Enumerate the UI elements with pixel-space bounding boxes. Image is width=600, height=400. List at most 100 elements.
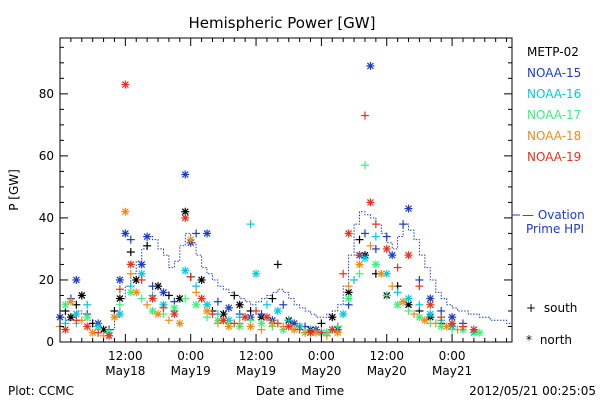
north-marker (404, 204, 413, 213)
x-tick-date-label: May21 (432, 364, 472, 378)
north-marker (148, 294, 157, 303)
north-marker (415, 313, 424, 322)
south-marker (404, 306, 413, 315)
south-marker (126, 235, 135, 244)
north-marker (306, 328, 315, 337)
north-marker (126, 260, 135, 269)
north-marker (268, 319, 277, 328)
south-marker (355, 269, 364, 278)
north-marker (115, 310, 124, 319)
north-marker (170, 310, 179, 319)
south-marker (143, 300, 152, 309)
north-marker (159, 288, 168, 297)
x-tick-time-label: 0:00 (177, 349, 204, 363)
footer-right: 2012/05/21 00:25:05 (469, 384, 596, 398)
south-marker (137, 275, 146, 284)
north-marker (426, 300, 435, 309)
south-marker (192, 288, 201, 297)
north-marker (121, 80, 130, 89)
series-noaa-17 (61, 161, 484, 337)
south-marker (453, 325, 462, 334)
y-tick-label: 0 (46, 335, 54, 349)
north-marker (328, 313, 337, 322)
north-marker (344, 294, 353, 303)
south-marker (273, 319, 282, 328)
north-marker (181, 207, 190, 216)
north-marker (257, 319, 266, 328)
north-marker (154, 310, 163, 319)
south-marker (186, 272, 195, 281)
north-marker (377, 269, 386, 278)
north-marker (186, 235, 195, 244)
south-marker (399, 220, 408, 229)
series-noaa-18 (56, 207, 462, 340)
north-marker (262, 313, 271, 322)
y-tick-label: 60 (39, 149, 54, 163)
south-marker (262, 300, 271, 309)
south-marker (360, 229, 369, 238)
north-marker (66, 297, 75, 306)
north-legend: * north (526, 333, 572, 347)
north-marker (77, 291, 86, 300)
x-tick-time-label: 12:00 (369, 349, 404, 363)
ovation-step-line (60, 211, 512, 334)
south-marker (94, 328, 103, 337)
south-marker (208, 310, 217, 319)
north-marker (148, 306, 157, 315)
south-marker (415, 300, 424, 309)
south-marker (382, 291, 391, 300)
south-marker (371, 232, 380, 241)
south-marker (213, 297, 222, 306)
south-marker (230, 291, 239, 300)
south-marker (257, 325, 266, 334)
south-marker (371, 244, 380, 253)
north-marker (181, 213, 190, 222)
south-marker (126, 248, 135, 257)
x-tick-date-label: May19 (171, 364, 211, 378)
north-marker (382, 244, 391, 253)
series-noaa-19 (61, 80, 478, 340)
south-marker (273, 260, 282, 269)
south-symbol: + (526, 301, 536, 315)
south-marker (83, 300, 92, 309)
data-points (56, 61, 484, 340)
legend-noaa-16: NOAA-16 (527, 87, 581, 101)
north-marker (143, 232, 152, 241)
north-marker (83, 322, 92, 331)
north-marker (121, 207, 130, 216)
south-marker (393, 263, 402, 272)
north-marker (115, 275, 124, 284)
north-marker (105, 331, 114, 340)
legend-noaa-17: NOAA-17 (527, 108, 581, 122)
south-marker (230, 319, 239, 328)
north-marker (175, 319, 184, 328)
south-marker (115, 285, 124, 294)
chart-title: Hemispheric Power [GW] (189, 14, 376, 32)
y-axis-ticks: 0 20 40 60 80 (39, 46, 512, 349)
y-axis-label: P [GW] (7, 169, 21, 211)
north-marker (344, 288, 353, 297)
south-marker (366, 241, 375, 250)
north-marker (197, 275, 206, 284)
north-marker (366, 198, 375, 207)
north-marker (366, 61, 375, 70)
south-label: south (544, 301, 578, 315)
north-marker (328, 325, 337, 334)
north-marker (181, 170, 190, 179)
south-marker (159, 303, 168, 312)
legend-noaa-18: NOAA-18 (527, 129, 581, 143)
north-marker (61, 325, 70, 334)
x-axis-ticks: 12:00May180:00May1912:00May190:00May2012… (59, 38, 508, 378)
south-marker (252, 306, 261, 315)
south-marker (350, 275, 359, 284)
x-tick-time-label: 12:00 (108, 349, 143, 363)
north-marker (426, 310, 435, 319)
north-marker (72, 275, 81, 284)
x-tick-date-label: May19 (236, 364, 276, 378)
south-marker (355, 235, 364, 244)
x-tick-time-label: 0:00 (308, 349, 335, 363)
north-marker (224, 322, 233, 331)
south-marker (355, 251, 364, 260)
south-legend: + south (526, 301, 577, 315)
